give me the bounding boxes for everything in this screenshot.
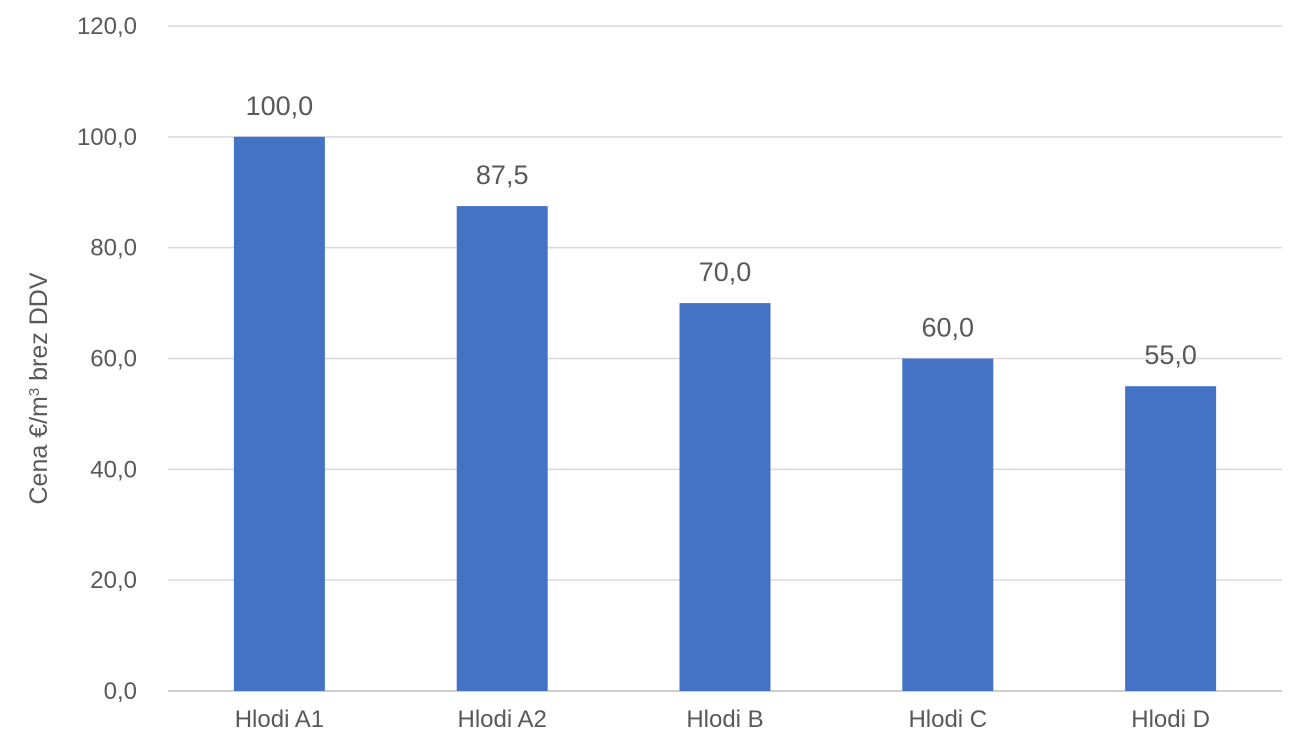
y-tick-label: 100,0 [77, 124, 137, 151]
x-tick-label: Hlodi C [908, 706, 987, 733]
y-axis-title-prefix: Cena €/m [25, 396, 53, 504]
bar [902, 358, 994, 691]
x-tick-label: Hlodi A1 [235, 706, 324, 733]
bar [1125, 386, 1217, 691]
y-tick-label: 80,0 [90, 235, 137, 262]
data-label: 87,5 [476, 160, 529, 190]
y-tick-label: 20,0 [90, 567, 137, 594]
data-label: 100,0 [246, 91, 314, 121]
y-axis-title-suffix: brez DDV [25, 272, 53, 388]
y-tick-label: 40,0 [90, 456, 137, 483]
x-tick-label: Hlodi A2 [458, 706, 547, 733]
data-label: 60,0 [922, 313, 975, 343]
y-tick-label: 120,0 [77, 13, 137, 40]
x-axis-ticks: Hlodi A1 Hlodi A2 Hlodi B Hlodi C Hlodi D [235, 706, 1210, 733]
y-axis-title: Cena €/m3 brez DDV [25, 272, 53, 504]
y-axis-title-superscript: 3 [26, 388, 43, 396]
bar [456, 206, 548, 691]
y-tick-label: 60,0 [90, 346, 137, 373]
data-labels: 100,0 87,5 70,0 60,0 55,0 [246, 91, 1197, 370]
data-label: 70,0 [699, 257, 752, 287]
bar [679, 303, 771, 691]
x-tick-label: Hlodi D [1131, 706, 1210, 733]
y-tick-label: 0,0 [104, 678, 137, 705]
bar [233, 136, 325, 692]
data-label: 55,0 [1144, 340, 1197, 370]
y-axis-ticks: 0,0 20,0 40,0 60,0 80,0 100,0 120,0 [77, 13, 137, 705]
bars [233, 136, 1217, 692]
x-tick-label: Hlodi B [686, 706, 763, 733]
